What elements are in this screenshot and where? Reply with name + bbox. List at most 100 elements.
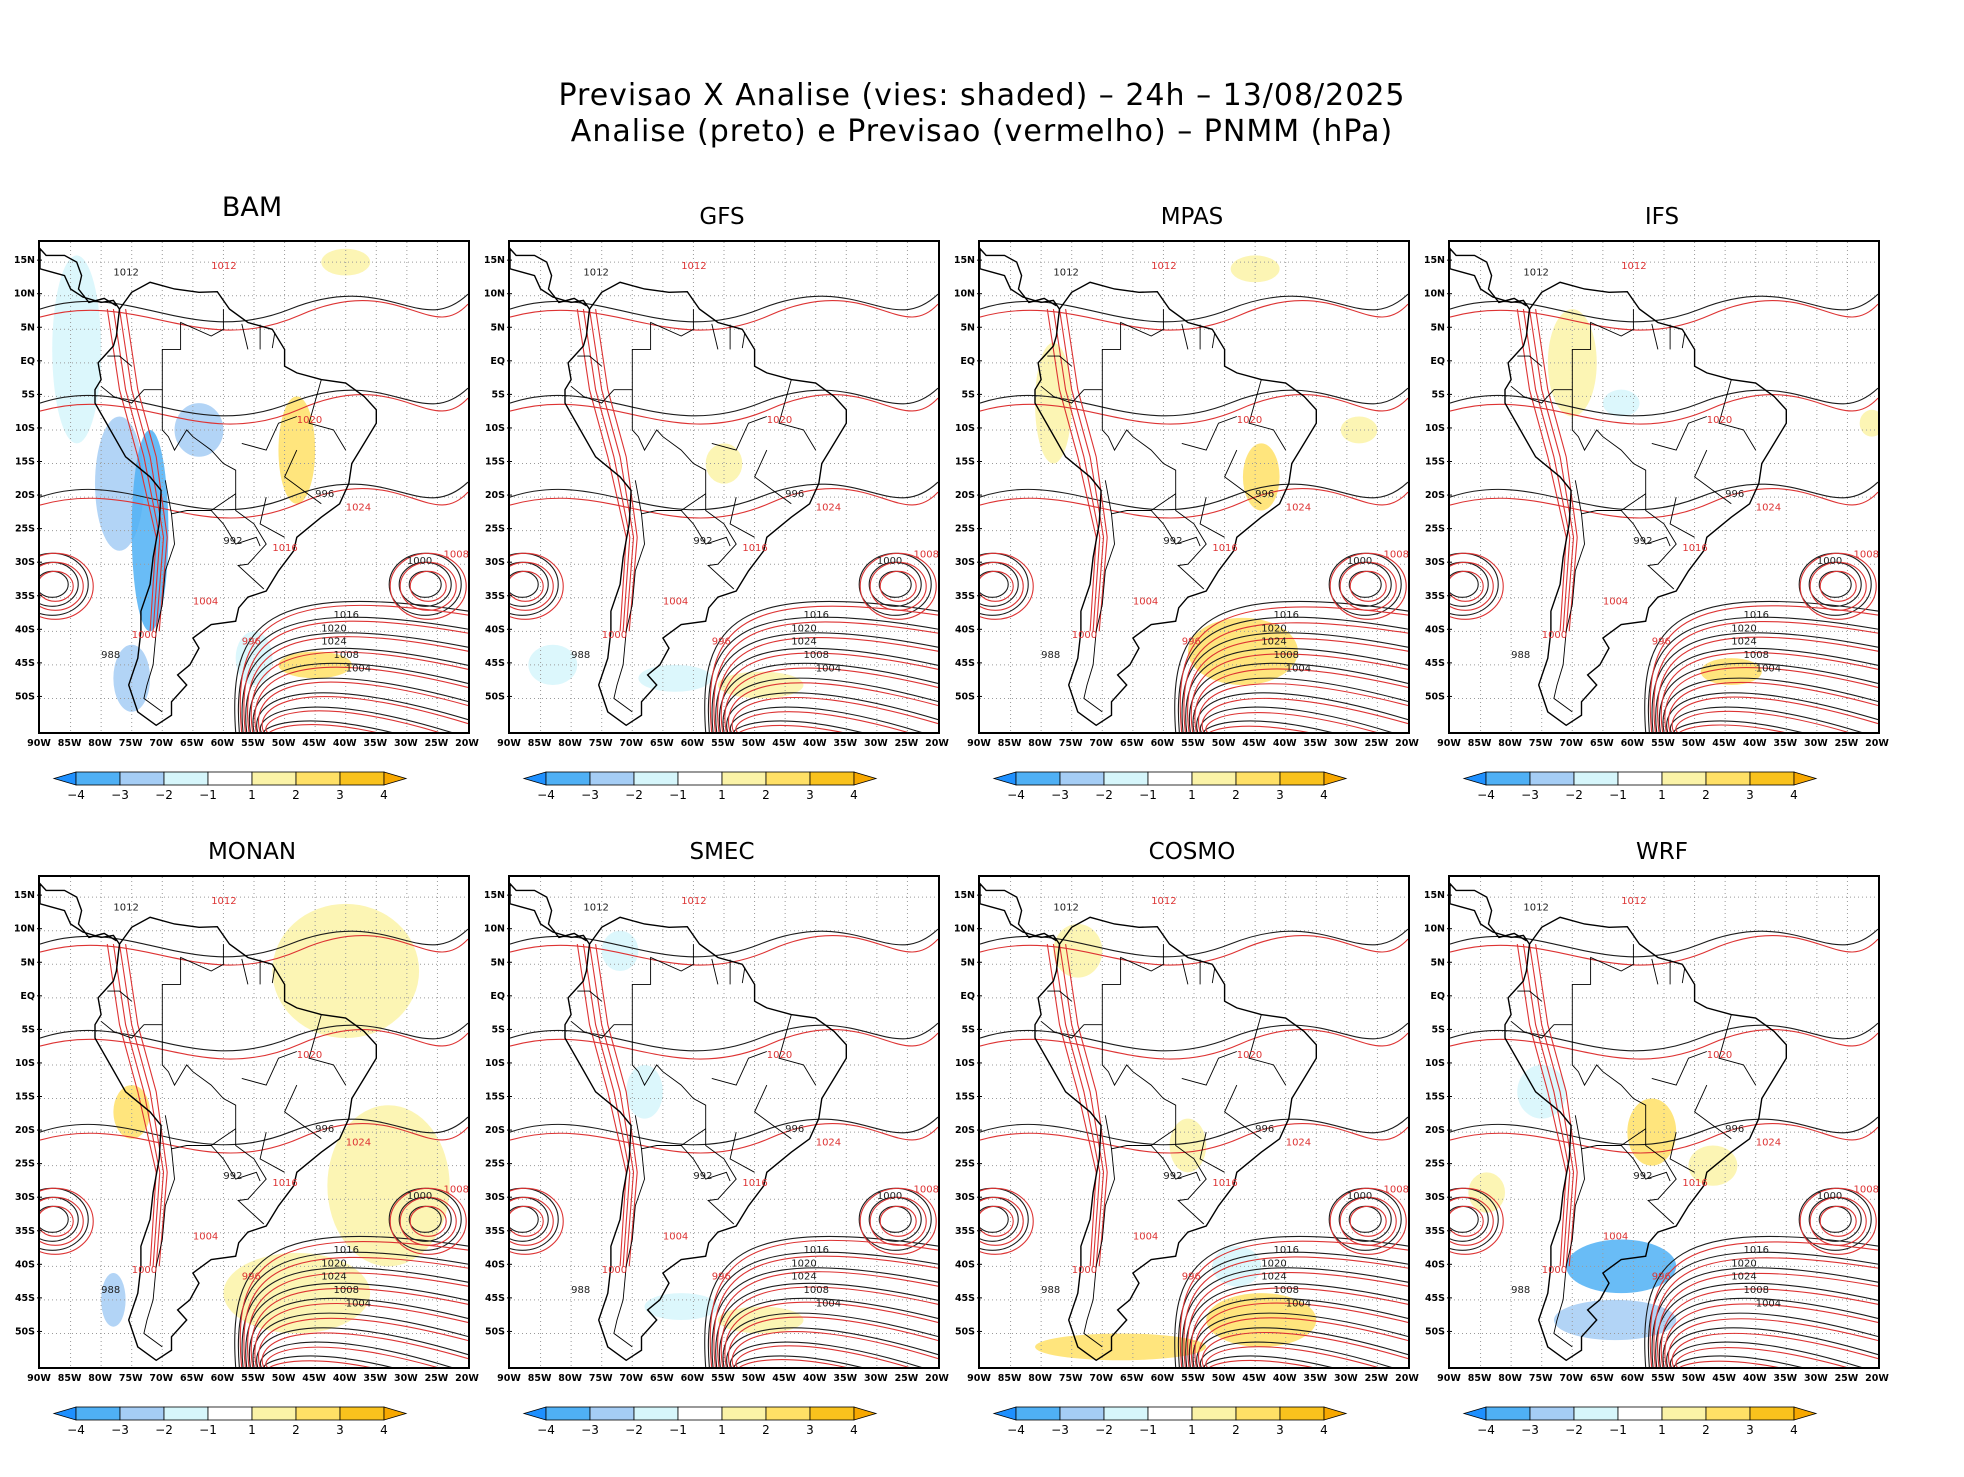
lon-tick-label: 85W bbox=[528, 738, 552, 749]
lat-tick-label: 10N bbox=[14, 289, 35, 300]
lat-tick-label: 35S bbox=[485, 591, 505, 602]
lon-tick-label: 60W bbox=[1621, 1373, 1645, 1384]
lon-tick-label: 25W bbox=[425, 738, 449, 749]
contour-label-analysis: 1012 bbox=[1053, 268, 1078, 279]
lon-tick-label: 80W bbox=[88, 1373, 112, 1384]
lat-tick-label: 25S bbox=[485, 1159, 505, 1170]
lon-tick-label: 70W bbox=[1089, 1373, 1113, 1384]
lat-tick-label: 40S bbox=[955, 1259, 975, 1270]
isobar bbox=[40, 1022, 468, 1052]
colorbar-label: 4 bbox=[850, 788, 858, 802]
lat-tick-label: EQ bbox=[960, 991, 975, 1002]
panel-title-ifs: IFS bbox=[1644, 204, 1680, 230]
contour-label-analysis: 1004 bbox=[1286, 664, 1311, 675]
isobar bbox=[1209, 1359, 1313, 1367]
map-monan: 1012 1016 1020 1024 1008 1004 1000 996 992 988 101… bbox=[38, 875, 470, 1369]
lon-tick-label: 65W bbox=[180, 738, 204, 749]
country-borders bbox=[1510, 309, 1757, 713]
border bbox=[1718, 379, 1757, 451]
colorbar-segment bbox=[1617, 771, 1663, 786]
contour-label-forecast: 1020 bbox=[767, 415, 792, 426]
contour-label-analysis: 992 bbox=[1163, 536, 1182, 547]
lat-tick-label: 15N bbox=[954, 890, 975, 901]
lon-tick-label: 35W bbox=[833, 1373, 857, 1384]
lat-tick-label: 10S bbox=[15, 423, 35, 434]
lat-tick-label: 30S bbox=[955, 557, 975, 568]
contour-label-analysis: 1024 bbox=[1731, 1272, 1756, 1283]
lon-tick-label: 30W bbox=[864, 1373, 888, 1384]
high-ring bbox=[869, 1196, 927, 1246]
border bbox=[729, 497, 755, 538]
border bbox=[680, 1145, 731, 1182]
isobar bbox=[1516, 309, 1567, 632]
contour-label-analysis: 1016 bbox=[803, 610, 828, 621]
map-bam: 1012 1016 1020 1024 1008 1004 1000 996 992 988 101… bbox=[38, 240, 470, 734]
isobar bbox=[1183, 1256, 1408, 1367]
colorbar-segment bbox=[163, 771, 209, 786]
lon-tick-label: 55W bbox=[1651, 1373, 1675, 1384]
contour-label-forecast: 1008 bbox=[914, 549, 938, 560]
isobar bbox=[1450, 293, 1878, 323]
lon-tick-label: 85W bbox=[58, 738, 82, 749]
colorbar-label: 4 bbox=[380, 1423, 388, 1437]
isobar bbox=[252, 1312, 468, 1367]
forecast-contours bbox=[980, 935, 1408, 1367]
coastlines bbox=[980, 247, 1317, 727]
isobar bbox=[243, 620, 468, 732]
lat-tick-label: 50S bbox=[955, 691, 975, 702]
lon-tick-label: 90W bbox=[27, 738, 51, 749]
colorbar-segment bbox=[1661, 1406, 1707, 1421]
lon-tick-label: 60W bbox=[1621, 738, 1645, 749]
isobar bbox=[1201, 1331, 1408, 1367]
border bbox=[164, 1115, 236, 1150]
colorbar-segment bbox=[1485, 771, 1531, 786]
bias-patch bbox=[278, 396, 316, 504]
colorbar-arrow-right bbox=[853, 1406, 878, 1421]
high-ring bbox=[879, 1205, 917, 1237]
lon-tick-label: 55W bbox=[1181, 738, 1205, 749]
bias-patch bbox=[327, 1105, 450, 1267]
colorbar-arrow-right bbox=[853, 771, 878, 786]
isobar bbox=[724, 1301, 938, 1367]
bias-patch bbox=[1859, 409, 1878, 437]
south-america-coast bbox=[564, 281, 847, 727]
lon-tick-label: 50W bbox=[1212, 738, 1236, 749]
contour-label-forecast: 1000 bbox=[1072, 630, 1097, 641]
border bbox=[1669, 1132, 1695, 1173]
border bbox=[284, 449, 322, 505]
lat-tick-label: 35S bbox=[1425, 1226, 1445, 1237]
contour-label-analysis: 1020 bbox=[791, 1258, 816, 1269]
high-ring bbox=[980, 1196, 1024, 1246]
coastlines bbox=[1450, 882, 1787, 1362]
colorbar-label: −2 bbox=[625, 1423, 643, 1437]
border bbox=[1199, 1132, 1225, 1173]
south-america-coast bbox=[1034, 281, 1317, 727]
colorbar-segment bbox=[1661, 771, 1707, 786]
lat-tick-label: 35S bbox=[15, 1226, 35, 1237]
contour-label-forecast: 996 bbox=[1652, 1272, 1671, 1283]
colorbar-label: 2 bbox=[1232, 788, 1240, 802]
isobar bbox=[263, 1355, 392, 1367]
lon-tick-label: 30W bbox=[1804, 738, 1828, 749]
contour-label-forecast: 1008 bbox=[444, 1184, 468, 1195]
lon-tick-label: 25W bbox=[895, 738, 919, 749]
colorbar-segment bbox=[339, 1406, 385, 1421]
lon-tick-label: 20W bbox=[1395, 738, 1419, 749]
border bbox=[241, 416, 297, 451]
border bbox=[1181, 416, 1237, 451]
lon-tick-label: 45W bbox=[302, 738, 326, 749]
bias-patch bbox=[1627, 1098, 1677, 1166]
isobar bbox=[711, 1267, 938, 1367]
coastlines bbox=[510, 882, 847, 1362]
lat-tick-label: 5S bbox=[1432, 1024, 1446, 1035]
colorbar-label: 4 bbox=[850, 1423, 858, 1437]
forecast-contours bbox=[40, 935, 468, 1367]
lon-tick-label: 40W bbox=[1743, 1373, 1767, 1384]
border bbox=[1199, 497, 1225, 538]
colorbar-label: 2 bbox=[1702, 788, 1710, 802]
isobar bbox=[250, 1287, 468, 1367]
colorbar-segment bbox=[295, 771, 341, 786]
contour-label-analysis: 1000 bbox=[1817, 1191, 1842, 1202]
panel-bam: BAM 1012 1016 1020 1024 1008 1004 1000 996 992 988… bbox=[0, 192, 508, 842]
coastlines bbox=[980, 882, 1317, 1362]
